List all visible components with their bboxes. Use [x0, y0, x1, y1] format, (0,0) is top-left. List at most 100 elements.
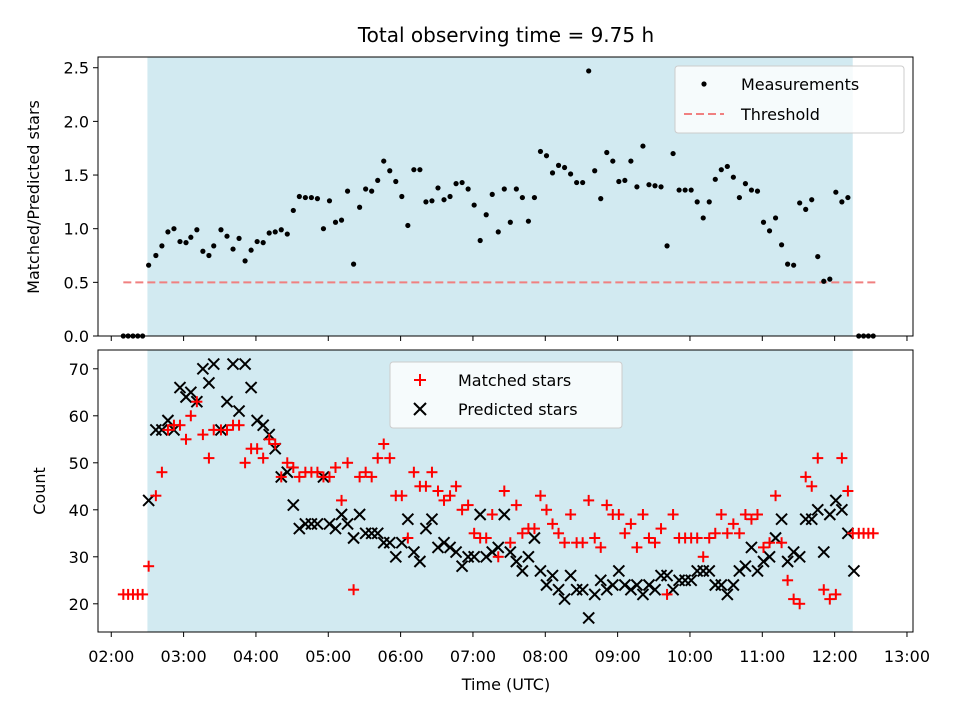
legend-matched-marker [414, 374, 426, 386]
bottom-y-tick-label: 20 [69, 595, 89, 614]
measurement-point [447, 193, 453, 200]
matched-point [559, 537, 571, 549]
matched-point [649, 537, 661, 549]
measurement-point [555, 162, 562, 168]
x-tick-label: 02:00 [88, 647, 134, 666]
legend-measurements-marker [701, 81, 707, 87]
measurement-point [465, 186, 471, 192]
matched-point [293, 471, 305, 483]
measurement-point [483, 212, 489, 218]
matched-point [438, 494, 450, 506]
matched-point [770, 490, 782, 502]
matched-point [812, 452, 824, 464]
matched-point [233, 419, 245, 431]
predicted-point [648, 583, 662, 596]
matched-point [174, 419, 186, 431]
measurement-point [159, 243, 165, 249]
top-y-tick-label: 1.5 [64, 166, 89, 185]
matched-point [137, 588, 149, 600]
matched-point [782, 574, 794, 586]
legend-predicted-label: Predicted stars [458, 400, 578, 419]
predicted-point [341, 517, 354, 531]
measurement-point [363, 186, 369, 192]
x-tick-label: 03:00 [161, 647, 207, 666]
measurement-point [682, 187, 688, 193]
measurement-point [507, 219, 513, 225]
predicted-point [473, 508, 487, 521]
matched-point [492, 551, 504, 563]
measurement-point [785, 261, 791, 267]
measurement-point [754, 188, 761, 194]
predicted-point [540, 578, 553, 592]
predicted-point [534, 564, 547, 578]
measurement-point [670, 150, 676, 157]
measurement-point [574, 179, 580, 186]
x-axis-label: Time (UTC) [461, 675, 550, 694]
x-tick-label: 13:00 [884, 647, 930, 666]
predicted-point [763, 550, 776, 564]
top-y-tick-label: 0.5 [64, 273, 89, 292]
top-points [120, 68, 876, 339]
measurement-point [405, 222, 411, 229]
measurement-point [266, 230, 272, 236]
measurement-point [435, 185, 441, 191]
measurement-point [724, 163, 730, 170]
matched-point [595, 541, 607, 553]
matched-point [156, 466, 168, 478]
matched-point [444, 490, 456, 502]
measurement-point [177, 238, 183, 245]
matched-point [468, 527, 480, 539]
predicted-point [425, 512, 439, 526]
matched-point [565, 509, 577, 520]
x-tick-label: 07:00 [450, 647, 496, 666]
legend-threshold-label: Threshold [740, 105, 820, 124]
bottom-panel: 20 30 40 50 60 70 02:00 03:00 04:00 05:00 06:00 07… [30, 349, 930, 694]
predicted-point [522, 550, 535, 564]
predicted-point [805, 512, 818, 526]
bottom-y-tick-label: 70 [69, 360, 89, 379]
predicted-point [528, 531, 541, 545]
matched-points [117, 396, 879, 610]
measurement-point [803, 206, 809, 212]
matched-point [540, 504, 552, 516]
measurement-point [730, 174, 736, 180]
matched-point [697, 551, 709, 563]
predicted-point [401, 512, 415, 526]
measurement-point [387, 168, 393, 174]
predicted-point [329, 522, 342, 535]
predicted-point [594, 574, 607, 587]
predicted-point [244, 381, 258, 394]
predicted-point [558, 592, 571, 606]
measurement-point [833, 189, 839, 195]
matched-point [360, 466, 372, 478]
predicted-point [287, 498, 300, 512]
matched-point [867, 527, 879, 539]
matched-point [504, 537, 516, 549]
measurement-point [580, 179, 586, 186]
predicted-point [727, 578, 740, 592]
predicted-point [173, 381, 187, 394]
measurement-point [399, 193, 405, 200]
matched-point [806, 480, 818, 492]
measurement-point [568, 171, 574, 177]
matched-point [323, 471, 335, 483]
measurement-point [718, 167, 724, 173]
predicted-point [395, 536, 409, 549]
measurement-point [248, 247, 254, 253]
matched-point [788, 593, 800, 605]
predicted-point [335, 508, 348, 521]
matched-point [330, 462, 342, 473]
matched-point [203, 452, 215, 464]
predicted-point [202, 376, 216, 390]
predicted-point [660, 569, 674, 582]
legend-matched-label: Matched stars [458, 371, 571, 390]
predicted-point [449, 545, 463, 559]
matched-point [197, 429, 209, 441]
measurement-point [592, 168, 598, 174]
matched-point [402, 532, 414, 544]
measurement-point [320, 226, 327, 232]
predicted-point [835, 503, 849, 517]
predicted-point [829, 494, 843, 507]
measurement-point [537, 148, 544, 155]
predicted-point [311, 517, 324, 531]
